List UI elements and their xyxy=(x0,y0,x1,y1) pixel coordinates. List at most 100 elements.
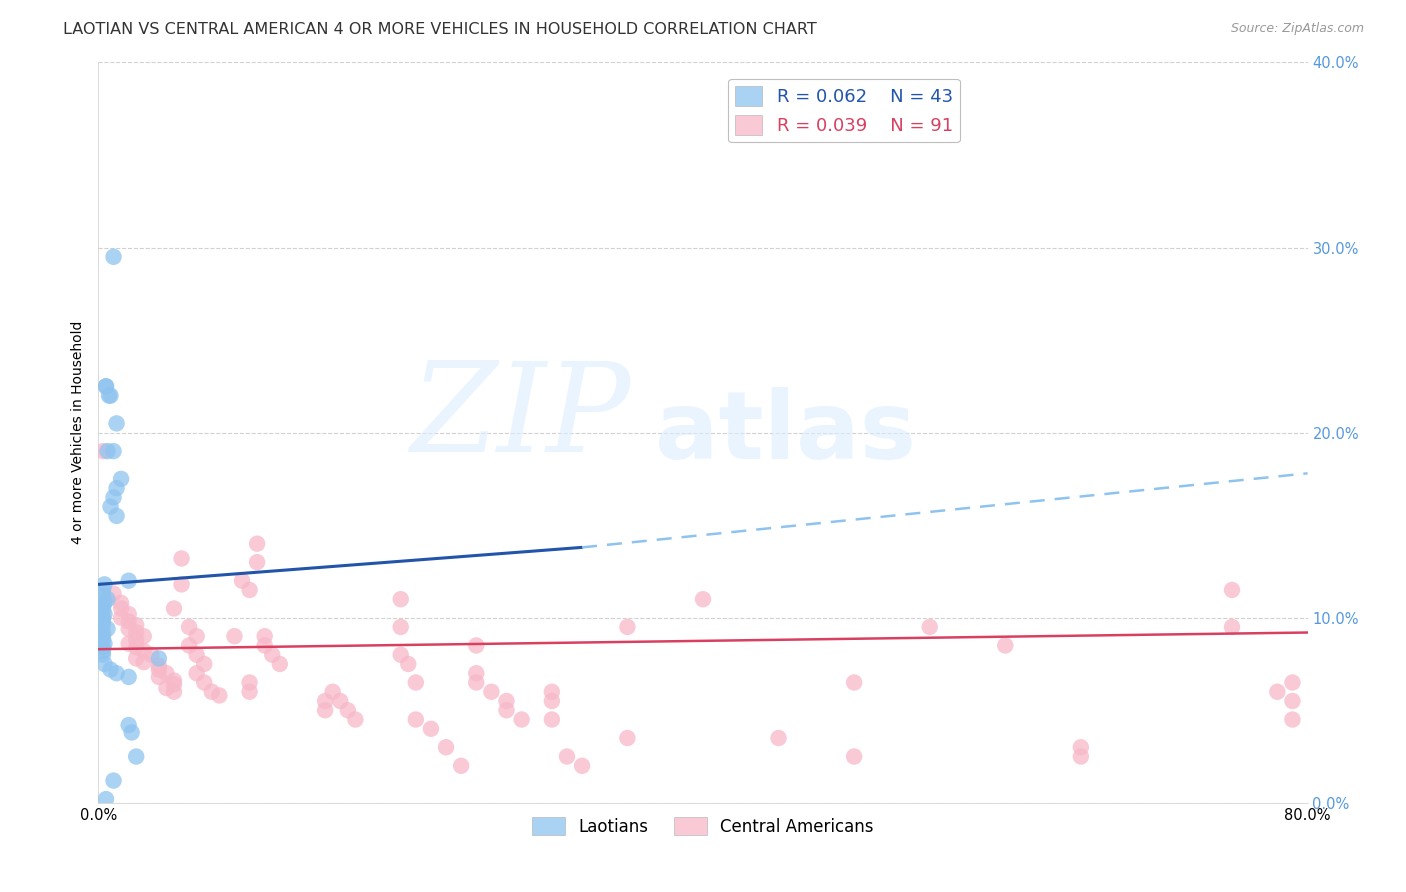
Point xyxy=(93,637,115,651)
Point xyxy=(1070,749,1092,764)
Point xyxy=(110,601,132,615)
Point xyxy=(96,622,118,636)
Point xyxy=(465,639,488,653)
Text: Source: ZipAtlas.com: Source: ZipAtlas.com xyxy=(1230,22,1364,36)
Point xyxy=(239,685,262,699)
Point xyxy=(262,648,284,662)
Point xyxy=(465,666,488,681)
Point xyxy=(121,725,143,739)
Point xyxy=(105,508,128,523)
Point xyxy=(100,500,122,514)
Point xyxy=(93,577,115,591)
Point xyxy=(201,685,224,699)
Point xyxy=(125,618,148,632)
Point xyxy=(132,655,155,669)
Y-axis label: 4 or more Vehicles in Household: 4 or more Vehicles in Household xyxy=(72,321,86,544)
Point xyxy=(110,596,132,610)
Point xyxy=(186,666,208,681)
Point xyxy=(93,657,115,671)
Point xyxy=(148,663,170,677)
Point xyxy=(103,444,125,458)
Point xyxy=(1267,685,1289,699)
Point xyxy=(389,592,412,607)
Point xyxy=(96,444,118,458)
Point xyxy=(125,651,148,665)
Point xyxy=(336,703,359,717)
Point xyxy=(125,640,148,655)
Point xyxy=(239,582,262,597)
Text: ZIP: ZIP xyxy=(411,357,630,479)
Point xyxy=(481,685,503,699)
Point xyxy=(844,675,866,690)
Point xyxy=(1220,582,1243,597)
Point xyxy=(246,555,269,569)
Point xyxy=(186,629,208,643)
Point xyxy=(132,629,155,643)
Point xyxy=(314,694,336,708)
Point xyxy=(91,648,114,662)
Point xyxy=(314,703,336,717)
Point xyxy=(91,618,114,632)
Point xyxy=(141,648,163,662)
Point xyxy=(91,625,114,640)
Point xyxy=(239,675,262,690)
Point xyxy=(224,629,246,643)
Point xyxy=(125,749,148,764)
Point xyxy=(434,740,457,755)
Point xyxy=(148,658,170,673)
Point xyxy=(94,792,117,806)
Point xyxy=(155,681,177,695)
Point xyxy=(389,620,412,634)
Point xyxy=(208,689,231,703)
Point xyxy=(616,731,638,745)
Point xyxy=(100,663,122,677)
Point xyxy=(465,675,488,690)
Point xyxy=(163,601,186,615)
Point xyxy=(105,481,128,495)
Point xyxy=(118,607,141,621)
Point xyxy=(91,582,114,597)
Point xyxy=(93,607,115,621)
Point xyxy=(125,625,148,640)
Point xyxy=(420,722,443,736)
Point xyxy=(91,589,114,603)
Point xyxy=(91,610,114,624)
Point xyxy=(132,644,155,658)
Point xyxy=(118,574,141,588)
Point xyxy=(246,536,269,550)
Point xyxy=(1070,740,1092,755)
Point xyxy=(1220,620,1243,634)
Point xyxy=(1281,675,1303,690)
Point xyxy=(692,592,714,607)
Point xyxy=(495,703,517,717)
Point xyxy=(495,694,517,708)
Point xyxy=(540,694,562,708)
Point xyxy=(103,773,125,788)
Point xyxy=(179,639,201,653)
Point xyxy=(93,596,115,610)
Point xyxy=(105,417,128,431)
Point xyxy=(344,713,367,727)
Point xyxy=(253,639,276,653)
Point xyxy=(450,758,472,772)
Point xyxy=(555,749,578,764)
Point xyxy=(179,620,201,634)
Point xyxy=(118,637,141,651)
Point xyxy=(170,577,193,591)
Point xyxy=(118,670,141,684)
Point xyxy=(94,379,117,393)
Text: atlas: atlas xyxy=(655,386,915,479)
Point xyxy=(405,675,427,690)
Point xyxy=(170,551,193,566)
Point xyxy=(91,599,114,614)
Point xyxy=(329,694,352,708)
Point xyxy=(91,603,114,617)
Point xyxy=(98,388,121,402)
Point xyxy=(389,648,412,662)
Point xyxy=(94,379,117,393)
Legend: Laotians, Central Americans: Laotians, Central Americans xyxy=(526,811,880,843)
Point xyxy=(148,651,170,665)
Point xyxy=(571,758,593,772)
Point xyxy=(994,639,1017,653)
Point xyxy=(96,592,118,607)
